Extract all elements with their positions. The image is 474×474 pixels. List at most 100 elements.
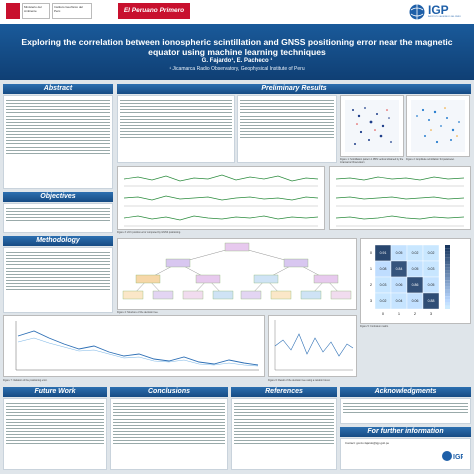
- figure-1-caption: Figure 1: Scintillation pattern 1 PRN ve…: [340, 158, 404, 163]
- confusion-cell-label: 0.06: [412, 299, 419, 303]
- figure-2-chart: [406, 95, 470, 157]
- colorbar-segment: [445, 302, 450, 306]
- figure-4-chart: [117, 238, 357, 310]
- confusion-cell-label: 0.05: [396, 251, 403, 255]
- colorbar-segment: [445, 245, 450, 249]
- colorbar-segment: [445, 286, 450, 290]
- confusion-cell-label: 0.04: [396, 299, 403, 303]
- confusion-cell-label: 0.02: [428, 251, 435, 255]
- igp-institute-logo-left: Instituto Geofísico del Perú: [52, 3, 92, 19]
- colorbar-segment: [445, 305, 450, 309]
- confusion-col-label: 0: [382, 312, 384, 316]
- confusion-cell-label: 0.84: [396, 267, 403, 271]
- colorbar-segment: [445, 289, 450, 293]
- igp-globe-icon: [409, 4, 425, 20]
- figure-7-series-2: [17, 337, 259, 367]
- objectives-heading: Objectives: [3, 192, 113, 202]
- confusion-col-label: 2: [414, 312, 416, 316]
- figure-3b-trace-1: [335, 176, 465, 181]
- figure-1-chart: [340, 95, 404, 157]
- colorbar-segment: [445, 251, 450, 255]
- igp-logo: IGP INSTITUTO GEOFÍSICO DEL PERÚ: [408, 3, 468, 21]
- abstract-heading: Abstract: [3, 84, 113, 94]
- figure-3b-chart: [329, 166, 471, 230]
- affiliation: ¹ Jicamarca Radio Observatory, Geophysic…: [169, 66, 305, 72]
- results-heading: Preliminary Results: [117, 84, 471, 94]
- ministerio-logo: Ministerio del Ambiente: [22, 3, 50, 19]
- confusion-row-label: 0: [370, 251, 372, 255]
- future-work-body: [3, 398, 107, 470]
- figure-3b-trace-2: [335, 196, 465, 200]
- confusion-cell: [422, 292, 440, 310]
- figure-6-caption: Figure 6: Result of the decision tree us…: [268, 379, 331, 382]
- colorbar-segment: [445, 273, 450, 277]
- confusion-row-label: 3: [370, 299, 372, 303]
- confusion-cell-label: 0.03: [380, 283, 387, 287]
- figure-3-trace-3: [123, 215, 319, 221]
- poster-title: Exploring the correlation between ionosp…: [21, 37, 453, 57]
- svg-text:IGP: IGP: [453, 454, 463, 461]
- confusion-cell-label: 0.06: [396, 283, 403, 287]
- future-work-heading: Future Work: [3, 387, 107, 397]
- colorbar-segment: [445, 270, 450, 274]
- peru-flag-logo: [6, 3, 20, 19]
- confusion-cell-label: 0.02: [412, 251, 419, 255]
- further-info-body: Contact: gonzo.fajardo@igp.gob.pe IGP: [340, 438, 471, 470]
- contact-email[interactable]: Contact: gonzo.fajardo@igp.gob.pe: [345, 441, 390, 445]
- references-heading: References: [231, 387, 337, 397]
- colorbar-segment: [445, 277, 450, 281]
- confusion-cell-label: 0.86: [412, 283, 419, 287]
- title-band: [0, 24, 474, 80]
- el-peruano-logo: El Peruano Primero: [118, 3, 190, 19]
- colorbar-segment: [445, 264, 450, 268]
- confusion-cell-label: 0.03: [428, 267, 435, 271]
- results-text-1: [117, 95, 235, 163]
- objectives-body: [3, 203, 113, 233]
- colorbar-segment: [445, 248, 450, 252]
- colorbar-segment: [445, 254, 450, 258]
- confusion-cell-label: 0.05: [412, 267, 419, 271]
- colorbar-segment: [445, 283, 450, 287]
- colorbar-segment: [445, 296, 450, 300]
- colorbar-segment: [445, 267, 450, 271]
- confusion-row-label: 2: [370, 283, 372, 287]
- conclusions-heading: Conclusions: [110, 387, 228, 397]
- igp-logo-text: IGP: [428, 3, 449, 17]
- confusion-cell-label: 0.88: [428, 299, 435, 303]
- conclusions-body: [110, 398, 228, 470]
- figure-7-chart: [3, 315, 265, 377]
- figure-3b-trace-3: [335, 215, 465, 220]
- figure-7-caption: Figure 7: Variation of the positioning e…: [3, 379, 48, 382]
- colorbar-segment: [445, 293, 450, 297]
- abstract-body: [3, 95, 113, 189]
- figure-6-series: [274, 333, 354, 357]
- further-info-heading: For further information: [340, 427, 471, 437]
- figure-4-caption: Figure 4: Structure of the decision tree…: [117, 311, 159, 314]
- authors: G. Fajardo¹, E. Pacheco ¹: [201, 58, 273, 64]
- acknowledgments-heading: Acknowledgments: [340, 387, 471, 397]
- colorbar-segment: [445, 299, 450, 303]
- methodology-body: [3, 247, 113, 313]
- confusion-row-label: 1: [370, 267, 372, 271]
- igp-logo-subtext: INSTITUTO GEOFÍSICO DEL PERÚ: [428, 16, 461, 18]
- colorbar-segment: [445, 257, 450, 261]
- figure-3-caption: Figure 3: 24 h position error computed b…: [117, 231, 181, 234]
- figure-7-series-1: [17, 330, 259, 366]
- figure-5-caption: Figure 5: Confusion matrix.: [360, 325, 389, 328]
- confusion-cell-label: 0.05: [428, 283, 435, 287]
- colorbar-segment: [445, 261, 450, 265]
- confusion-cell-label: 0.02: [380, 299, 387, 303]
- figure-6-chart: [268, 315, 357, 377]
- methodology-heading: Methodology: [3, 236, 113, 246]
- colorbar-segment: [445, 280, 450, 284]
- results-text-2: [237, 95, 337, 163]
- confusion-col-label: 1: [398, 312, 400, 316]
- figure-2-caption: Figure 2: Amplitude scintillation S4 par…: [406, 158, 455, 161]
- figure-5-chart: 0.91 0.05 0.02 0.02 0 0 0.08 0.84 0.05 0.03 1 1 0.03…: [360, 238, 471, 324]
- confusion-cell-label: 0.91: [380, 251, 387, 255]
- acknowledgments-body: [340, 398, 471, 424]
- figure-3-trace-2: [123, 195, 319, 201]
- igp-footer-logo: IGP: [442, 451, 463, 461]
- references-body: [231, 398, 337, 470]
- figure-3-chart: [117, 166, 325, 230]
